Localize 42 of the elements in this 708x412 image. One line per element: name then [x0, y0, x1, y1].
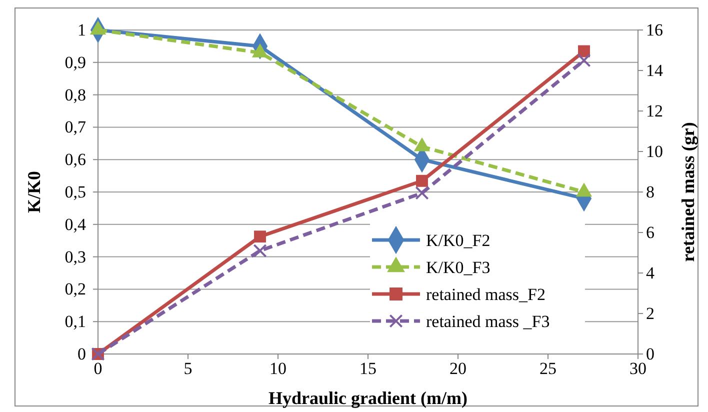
y-tick-label: 0,8	[64, 85, 86, 104]
y-tick-label: 0,4	[64, 214, 86, 234]
y-tick-label: 0,3	[64, 247, 86, 266]
y2-tick-label: 10	[646, 142, 663, 161]
y-tick-label: 0,6	[64, 150, 86, 170]
y2-tick-label: 16	[646, 20, 663, 40]
y2-tick-label: 4	[646, 263, 655, 282]
x-axis-title: Hydraulic gradient (m/m)	[268, 388, 468, 408]
x-tick-label: 15	[360, 359, 376, 378]
point	[90, 21, 106, 35]
y-axis-title: K/K0	[24, 170, 44, 214]
point	[254, 230, 266, 243]
x-tick-label: 0	[94, 359, 102, 378]
y-tick-label: 0,2	[64, 280, 86, 299]
x-tick-label: 10	[270, 359, 286, 378]
y-tick-label: 0,9	[64, 52, 86, 72]
y2-tick-label: 8	[646, 182, 654, 202]
y-tick-label: 1	[78, 20, 86, 40]
x-tick-label: 25	[540, 359, 556, 378]
y2-tick-label: 0	[646, 344, 654, 364]
y-tick-label: 0	[78, 344, 86, 364]
point	[252, 44, 268, 58]
point	[253, 244, 267, 258]
legend-label: retained mass _F3	[426, 312, 550, 331]
point	[415, 186, 429, 200]
x-tick-label: 20	[450, 359, 466, 378]
point	[416, 174, 428, 187]
point	[577, 54, 591, 68]
y2-tick-label: 12	[646, 101, 663, 120]
x-tick-label: 5	[184, 359, 192, 378]
point	[414, 138, 430, 152]
y-tick-label: 0,7	[64, 118, 86, 137]
y2-tick-label: 2	[646, 304, 654, 323]
y2-axis-title: retained mass (gr)	[678, 122, 698, 262]
x-tick-label: 30	[630, 359, 646, 378]
legend-label: retained mass_F2	[426, 285, 546, 304]
y-tick-label: 0,5	[64, 182, 86, 202]
y-tick-label: 0,1	[64, 312, 86, 332]
legend-label: K/K0_F2	[426, 231, 490, 250]
y2-tick-label: 6	[646, 222, 654, 242]
y2-tick-label: 14	[646, 60, 664, 80]
legend-label: K/K0_F3	[426, 258, 490, 277]
